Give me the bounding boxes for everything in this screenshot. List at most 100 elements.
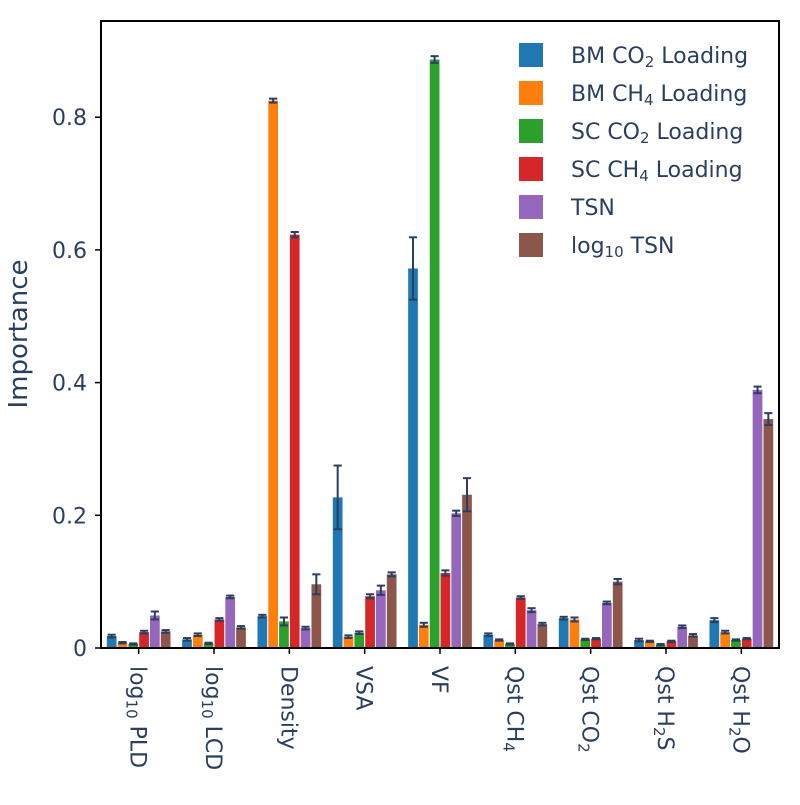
error-bar-2-6	[581, 637, 590, 642]
error-bar-4-0	[150, 610, 159, 621]
legend-item[interactable]: BM CH4 Loading	[519, 81, 747, 109]
legend-item[interactable]: BM CO2 Loading	[519, 43, 748, 71]
legend-label-part: Loading	[654, 82, 748, 107]
bar-2-6	[580, 639, 591, 648]
error-bar-4-7	[678, 624, 687, 630]
bar-3-0	[139, 632, 149, 648]
x-tick-label-part: O	[727, 737, 752, 754]
x-tick-label-part: 10	[122, 700, 140, 719]
x-tick-label-part: VSA	[351, 666, 376, 710]
bar-3-6	[591, 638, 601, 648]
legend-item[interactable]: SC CH4 Loading	[519, 157, 743, 185]
x-tick-label: VF	[426, 666, 451, 694]
x-tick-label-part: Qst CH	[501, 666, 526, 742]
x-tick-label-part: log	[200, 666, 225, 700]
bar-3-5	[515, 597, 526, 648]
error-bar-2-7	[656, 643, 665, 647]
error-bar-0-1	[182, 637, 192, 642]
x-tick-label: log10 LCD	[198, 666, 225, 770]
bar-0-3	[332, 497, 343, 648]
error-bar-0-5	[484, 632, 493, 638]
legend-swatch	[519, 233, 543, 257]
x-tick-label: log10 PLD	[122, 666, 149, 768]
bar-0-4	[408, 268, 418, 648]
bar-0-6	[558, 618, 569, 648]
error-bar-1-6	[570, 616, 579, 623]
error-bar-4-2	[301, 625, 310, 631]
bar-0-0	[106, 636, 117, 648]
y-tick-label: 0.6	[52, 239, 87, 264]
error-bar-0-0	[107, 633, 116, 639]
x-tick-label-part: Qst H	[727, 666, 752, 727]
bar-3-1	[214, 619, 225, 648]
bar-5-8	[763, 419, 774, 648]
legend-swatch	[519, 43, 543, 67]
y-axis: 0 0.2 0.4 0.6 0.8	[52, 106, 101, 662]
x-tick-label: VSA	[351, 666, 376, 710]
bar-3-3	[365, 596, 375, 648]
legend-swatch	[519, 81, 543, 105]
bar-2-8	[731, 640, 741, 648]
bar-5-6	[612, 581, 623, 648]
error-bar-3-2	[290, 230, 299, 239]
legend-label-part: log	[571, 234, 605, 259]
x-tick-label-part: 4	[499, 742, 517, 752]
legend-item[interactable]: TSN	[519, 195, 615, 221]
bar-1-6	[569, 619, 580, 648]
x-tick-label-part: Density	[275, 666, 300, 750]
error-bar-2-2	[279, 616, 289, 627]
plot-frame	[100, 20, 780, 649]
legend-label: SC CH4 Loading	[571, 158, 743, 185]
legend-item[interactable]: log10 TSN	[519, 233, 675, 261]
bar-1-0	[117, 642, 128, 648]
y-axis-title: Importance	[4, 260, 34, 409]
error-bar-1-2	[269, 97, 278, 104]
y-tick-label: 0.4	[52, 372, 87, 397]
legend-label-part: TSN	[624, 234, 675, 259]
error-bar-5-5	[538, 621, 547, 627]
x-tick-label-part: 10	[198, 700, 216, 719]
error-bar-3-5	[516, 595, 525, 600]
bar-3-2	[289, 234, 300, 648]
bar-1-8	[720, 632, 730, 648]
error-bar-2-1	[204, 641, 213, 646]
legend-item[interactable]: SC CO2 Loading	[519, 119, 743, 147]
bar-5-1	[236, 627, 246, 648]
error-bar-4-5	[527, 607, 536, 614]
bar-0-7	[634, 640, 644, 648]
bar-1-7	[644, 641, 655, 648]
x-tick-label-part: 2	[650, 727, 668, 737]
error-bar-1-7	[645, 639, 654, 644]
error-bar-3-0	[139, 629, 149, 635]
error-bar-3-8	[742, 637, 751, 641]
bar-4-7	[677, 626, 688, 648]
legend-swatch	[519, 157, 543, 181]
legend-label: TSN	[570, 196, 615, 221]
bar-2-0	[128, 644, 139, 648]
legend-label-part: Loading	[654, 44, 748, 69]
legend-label-part: 2	[645, 53, 655, 71]
error-bar-5-3	[387, 571, 396, 578]
x-tick-label-part: LCD	[200, 719, 225, 771]
x-tick-label: Qst H2O	[725, 666, 752, 754]
bar-4-3	[376, 590, 386, 648]
bars-layer	[106, 59, 774, 649]
error-bar-0-3	[333, 464, 342, 531]
error-bar-0-8	[710, 617, 719, 624]
bar-3-8	[741, 638, 752, 648]
x-tick-label-part: S	[652, 737, 677, 751]
legend-label-part: SC CO	[571, 120, 640, 145]
error-bar-3-1	[215, 617, 224, 622]
bar-5-2	[311, 584, 322, 648]
x-tick-label-part: log	[125, 666, 150, 700]
bar-4-0	[150, 615, 160, 648]
bar-1-4	[418, 624, 429, 648]
bar-3-4	[440, 573, 451, 648]
bar-4-6	[602, 602, 612, 648]
legend-label-part: TSN	[570, 196, 615, 221]
error-bar-3-6	[591, 637, 601, 641]
error-bar-1-5	[495, 638, 504, 642]
x-tick-label-part: Qst CO	[577, 666, 602, 743]
